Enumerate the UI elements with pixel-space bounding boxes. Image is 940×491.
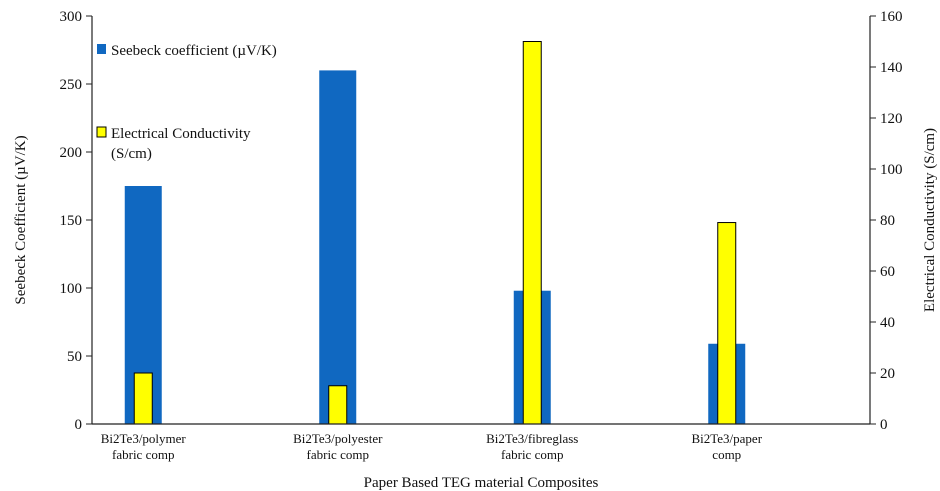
right-tick-label: 80 xyxy=(880,213,895,229)
category-label: fabric comp xyxy=(501,447,563,462)
right-tick-label: 20 xyxy=(880,366,895,382)
legend-label-conductivity-line2: (S/cm) xyxy=(111,146,152,162)
seebeck-bar xyxy=(319,70,357,425)
left-tick-label: 100 xyxy=(60,281,83,297)
right-tick-label: 0 xyxy=(880,417,888,433)
left-tick-label: 50 xyxy=(67,349,82,365)
left-y-axis-title: Seebeck Coefficient (µV/K) xyxy=(13,135,29,304)
conductivity-bars xyxy=(133,41,737,425)
seebeck-bars xyxy=(124,70,746,425)
left-tick-label: 200 xyxy=(60,145,83,161)
category-label: fabric comp xyxy=(307,447,369,462)
right-y-axis-title: Electrical Conductivity (S/cm) xyxy=(922,128,938,312)
category-label: comp xyxy=(712,447,741,462)
legend-swatch-conductivity xyxy=(96,126,107,138)
legend-swatch-seebeck xyxy=(97,44,106,54)
conductivity-bar xyxy=(133,372,153,425)
conductivity-bar xyxy=(522,41,542,425)
conductivity-bar xyxy=(328,385,348,425)
x-axis-title: Paper Based TEG material Composites xyxy=(364,475,599,491)
legend-label-seebeck: Seebeck coefficient (µV/K) xyxy=(111,43,277,59)
category-label: Bi2Te3/polyester xyxy=(293,431,383,446)
category-label: Bi2Te3/paper xyxy=(691,431,762,446)
right-tick-label: 140 xyxy=(880,60,903,76)
right-tick-label: 40 xyxy=(880,315,895,331)
category-label: Bi2Te3/polymer xyxy=(101,431,187,446)
right-tick-label: 160 xyxy=(880,9,903,25)
category-label: Bi2Te3/fibreglass xyxy=(486,431,578,446)
left-tick-label: 0 xyxy=(75,417,83,433)
category-label: fabric comp xyxy=(112,447,174,462)
right-y-axis: 0 20 40 60 80 100 120 140 160 xyxy=(869,9,903,433)
legend: Seebeck coefficient (µV/K) Electrical Co… xyxy=(96,43,277,162)
right-tick-label: 120 xyxy=(880,111,903,127)
conductivity-bar xyxy=(717,222,737,425)
right-tick-label: 100 xyxy=(880,162,903,178)
right-tick-label: 60 xyxy=(880,264,895,280)
left-tick-label: 250 xyxy=(60,77,83,93)
legend-label-conductivity-line1: Electrical Conductivity xyxy=(111,126,251,142)
left-tick-label: 150 xyxy=(60,213,83,229)
left-y-axis: 0 50 100 150 200 250 300 xyxy=(60,9,93,433)
left-tick-label: 300 xyxy=(60,9,83,25)
